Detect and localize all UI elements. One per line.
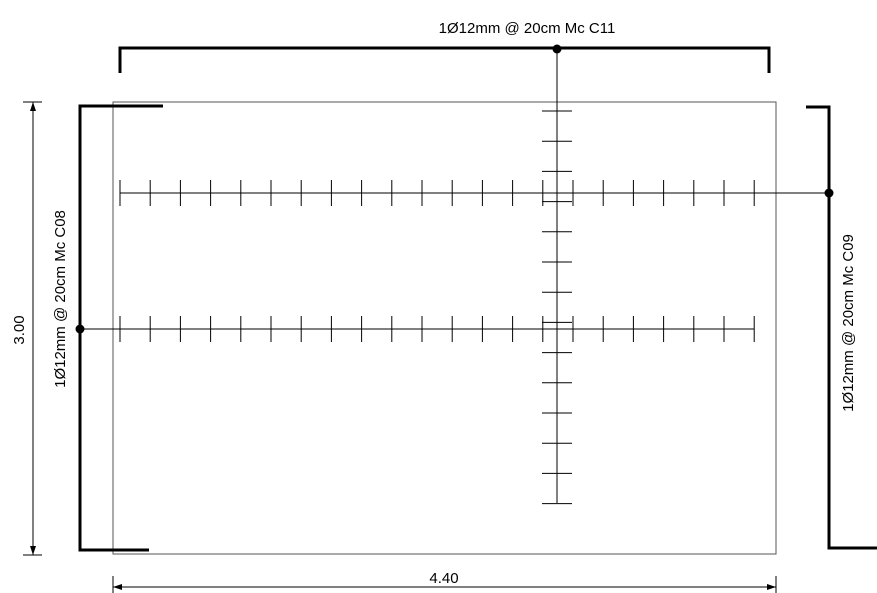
- vertical-distribution-ticks: [542, 110, 572, 505]
- height-dimension-arrow-bottom: [30, 546, 36, 555]
- upper-distribution-ticks: [119, 180, 755, 206]
- right-bar-label: 1Ø12mm @ 20cm Mc C09: [840, 234, 857, 412]
- lower-distribution-ticks: [119, 316, 755, 342]
- width-dimension-label: 4.40: [429, 570, 458, 587]
- height-dimension-label: 3.00: [11, 315, 28, 344]
- width-dimension-arrow-left: [113, 584, 122, 590]
- top-bar-label: 1Ø12mm @ 20cm Mc C11: [439, 20, 616, 37]
- height-dimension-arrow-top: [30, 102, 36, 111]
- right-bar-bracket: [806, 105, 877, 550]
- top-bar-bracket: [118, 46, 771, 73]
- slab-outline: [112, 101, 777, 555]
- width-dimension-arrow-right: [767, 584, 776, 590]
- left-bar-label: 1Ø12mm @ 20cm Mc C08: [52, 210, 69, 388]
